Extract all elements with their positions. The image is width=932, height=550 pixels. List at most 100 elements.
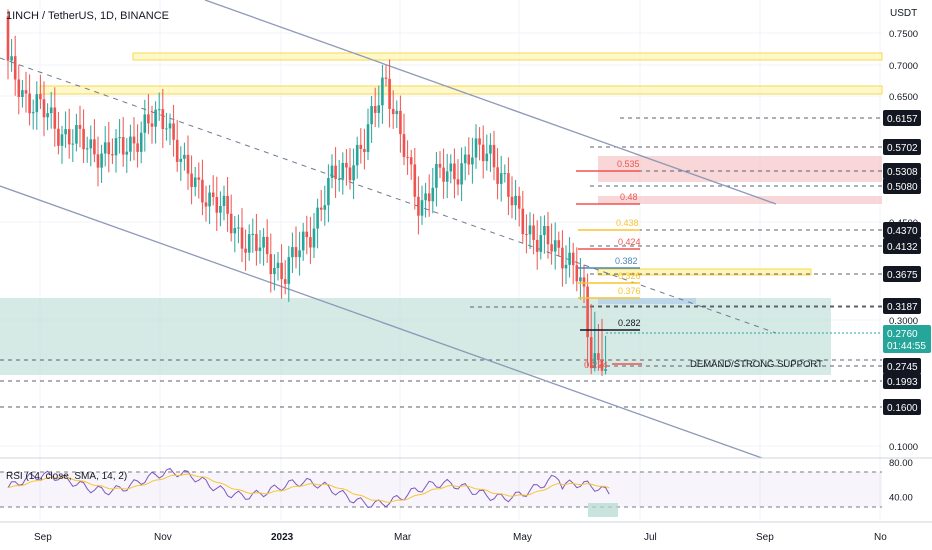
candle[interactable] [35, 94, 39, 113]
candle[interactable] [273, 267, 276, 275]
candle[interactable] [175, 139, 179, 162]
candle[interactable] [100, 153, 103, 168]
candle[interactable] [553, 240, 557, 252]
candle[interactable] [384, 77, 388, 79]
candle[interactable] [435, 163, 438, 188]
candle[interactable] [107, 142, 111, 155]
candle[interactable] [395, 110, 399, 115]
candle[interactable] [359, 144, 363, 150]
candle[interactable] [222, 195, 226, 206]
rsi-line[interactable] [7, 467, 610, 509]
candle[interactable] [478, 138, 481, 145]
candle[interactable] [136, 143, 139, 152]
blue-box[interactable] [598, 298, 696, 304]
candle[interactable] [600, 360, 604, 371]
candle[interactable] [370, 106, 373, 125]
candle[interactable] [467, 154, 471, 165]
candle[interactable] [168, 123, 172, 129]
candle[interactable] [312, 228, 316, 248]
candle[interactable] [438, 163, 442, 168]
candle[interactable] [193, 177, 197, 188]
candle[interactable] [352, 165, 355, 181]
supply-band[interactable] [39, 85, 883, 95]
candle[interactable] [417, 196, 420, 216]
candle[interactable] [143, 114, 147, 133]
candle[interactable] [129, 136, 132, 152]
candle[interactable] [103, 142, 107, 154]
candle[interactable] [24, 90, 28, 94]
candle[interactable] [118, 137, 121, 139]
candle[interactable] [532, 225, 535, 240]
candle[interactable] [208, 192, 211, 207]
candle[interactable] [348, 167, 352, 181]
candle[interactable] [525, 234, 528, 236]
candle[interactable] [582, 277, 586, 287]
candle[interactable] [150, 123, 154, 127]
candle[interactable] [57, 128, 60, 146]
candle[interactable] [269, 254, 273, 275]
candle[interactable] [10, 56, 13, 61]
candle[interactable] [247, 234, 251, 253]
candle[interactable] [172, 123, 175, 140]
candle[interactable] [78, 124, 82, 129]
candle[interactable] [39, 94, 42, 100]
candle[interactable] [204, 202, 208, 207]
candle[interactable] [406, 156, 409, 158]
rsi-ma-line[interactable] [7, 473, 610, 503]
candle[interactable] [499, 173, 503, 184]
candle[interactable] [571, 252, 575, 266]
candle[interactable] [409, 157, 413, 165]
candle[interactable] [366, 124, 370, 152]
candle[interactable] [546, 226, 550, 245]
candle[interactable] [71, 143, 75, 145]
candle[interactable] [471, 157, 474, 165]
candle[interactable] [13, 56, 17, 80]
candle[interactable] [334, 165, 337, 179]
candle[interactable] [597, 353, 600, 361]
candle[interactable] [517, 195, 521, 209]
candle[interactable] [114, 138, 118, 156]
candle[interactable] [463, 154, 467, 164]
candle[interactable] [53, 107, 57, 129]
candle[interactable] [294, 247, 298, 258]
candle[interactable] [568, 252, 571, 265]
candle[interactable] [453, 163, 456, 180]
candle[interactable] [528, 225, 532, 235]
candle[interactable] [190, 173, 193, 188]
candle[interactable] [424, 193, 427, 201]
candle[interactable] [201, 179, 204, 203]
candle[interactable] [229, 213, 233, 234]
candle[interactable] [442, 167, 445, 182]
candle[interactable] [154, 109, 157, 127]
candle[interactable] [427, 193, 431, 202]
candle[interactable] [492, 144, 496, 168]
candle[interactable] [604, 369, 607, 371]
candle[interactable] [489, 144, 492, 154]
candle[interactable] [593, 353, 597, 369]
candle[interactable] [327, 177, 330, 206]
candle[interactable] [197, 177, 201, 180]
candle[interactable] [564, 264, 568, 269]
candle[interactable] [460, 163, 463, 185]
candle[interactable] [82, 128, 85, 150]
candle[interactable] [586, 286, 589, 338]
candle[interactable] [93, 139, 96, 155]
candle[interactable] [46, 113, 49, 118]
candle[interactable] [64, 129, 67, 135]
candle[interactable] [165, 128, 168, 130]
candle[interactable] [388, 78, 391, 109]
channel-mid[interactable] [0, 57, 777, 334]
resistance-zone[interactable] [598, 196, 882, 204]
candle[interactable] [431, 187, 435, 202]
candle[interactable] [6, 16, 10, 61]
candle[interactable] [514, 195, 517, 206]
candle[interactable] [240, 227, 244, 249]
candle[interactable] [575, 265, 579, 282]
candle[interactable] [377, 105, 381, 113]
candle[interactable] [381, 77, 384, 106]
channel-lower[interactable] [0, 185, 763, 459]
candle[interactable] [121, 137, 125, 155]
channel-upper[interactable] [204, 0, 777, 205]
candle[interactable] [265, 236, 269, 255]
candle[interactable] [496, 167, 499, 184]
